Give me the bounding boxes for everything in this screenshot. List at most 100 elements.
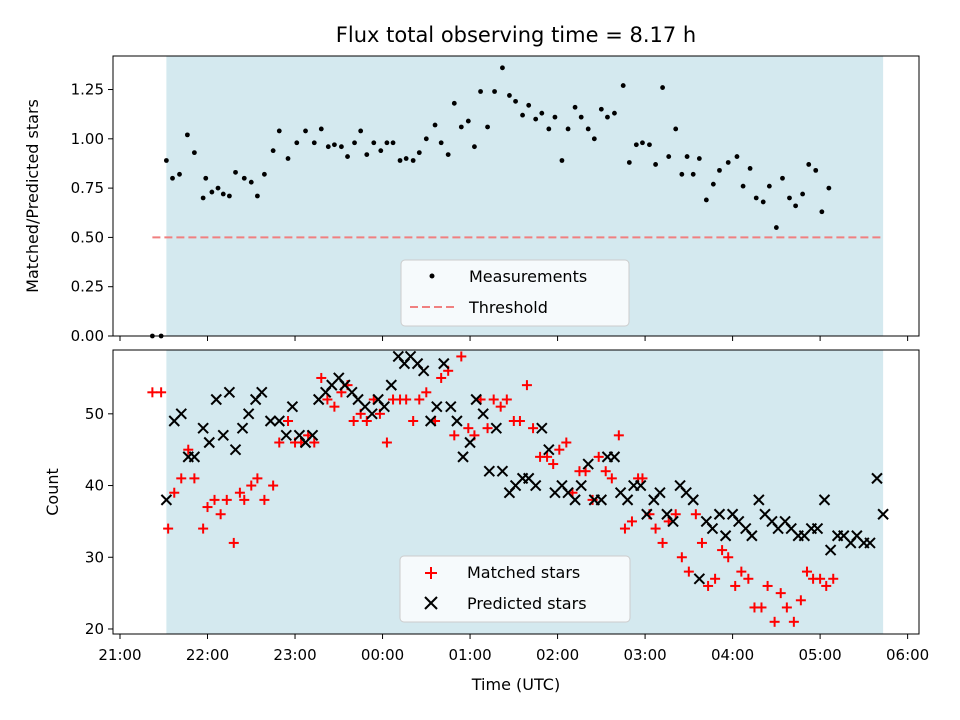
- bottom-legend-box: [399, 555, 631, 623]
- measurement-point: [620, 83, 626, 88]
- x-tick-label: 00:00: [361, 646, 404, 664]
- measurement-point: [209, 189, 215, 195]
- matched-star-point: [421, 387, 432, 398]
- predicted-star-point: [753, 494, 765, 506]
- matched-star-point: [613, 430, 624, 441]
- matched-star-point: [246, 480, 257, 491]
- matched-star-point: [488, 394, 499, 405]
- measurement-point: [261, 171, 267, 177]
- predicted-star-point: [273, 415, 285, 427]
- measurement-point: [806, 162, 812, 167]
- y-tick-label: 50: [85, 405, 104, 423]
- x-tick-label: 23:00: [273, 646, 316, 664]
- top-panel: 0.00 0.25 0.50 0.75 1.00 1.25 Matched/Predict…: [23, 55, 920, 345]
- measurement-point: [539, 110, 545, 116]
- predicted-star-point: [160, 494, 173, 506]
- predicted-star-point: [464, 436, 476, 449]
- matched-star-point: [274, 437, 285, 448]
- predicted-star-point: [864, 537, 876, 549]
- predicted-star-point: [203, 436, 215, 449]
- predicted-star-point: [431, 400, 443, 413]
- matched-star-point: [456, 351, 467, 362]
- top-legend: Measurements Threshold: [400, 259, 630, 327]
- predicted-star-point: [470, 393, 482, 406]
- matched-star-point: [717, 545, 728, 556]
- measurement-point: [233, 169, 238, 175]
- matched-star-point: [309, 437, 320, 448]
- measurement-point: [826, 185, 832, 191]
- measurement-point: [766, 183, 772, 189]
- x-tick-label: 06:00: [886, 646, 929, 664]
- predicted-star-point: [424, 415, 437, 427]
- matched-star-point: [463, 423, 474, 434]
- measurement-point: [416, 150, 422, 156]
- predicted-star-point: [242, 408, 255, 420]
- matched-star-point: [198, 523, 209, 534]
- x-tick-label: 05:00: [798, 646, 841, 664]
- y-tick-label: 30: [85, 548, 104, 566]
- predicted-star-point: [582, 458, 594, 470]
- predicted-star-point: [496, 465, 509, 477]
- matched-star-point: [736, 566, 747, 577]
- y-tick-label: 0.00: [71, 327, 104, 345]
- measurement-point: [585, 126, 591, 132]
- bottom-y-axis: 20 30 40 50: [85, 405, 113, 638]
- measurement-point: [565, 126, 571, 132]
- measurement-point: [696, 156, 702, 161]
- predicted-star-point: [746, 530, 758, 542]
- predicted-star-point: [706, 522, 719, 535]
- bottom-y-label: Count: [43, 468, 62, 516]
- measurement-point: [352, 140, 357, 146]
- chart-title: Flux total observing time = 8.17 h: [336, 23, 696, 47]
- measurement-point: [526, 102, 532, 108]
- matched-stars-legend-label: Matched stars: [467, 563, 580, 582]
- measurement-point: [717, 167, 722, 173]
- y-tick-label: 20: [85, 620, 104, 638]
- matched-star-point: [650, 523, 661, 534]
- measurement-point: [552, 114, 558, 120]
- matched-star-point: [801, 566, 812, 577]
- measurement-point: [734, 154, 740, 159]
- measurements-points: [149, 65, 832, 339]
- x-tick-label: 03:00: [623, 646, 666, 664]
- y-tick-label: 0.25: [71, 278, 104, 296]
- measurement-point: [819, 209, 825, 215]
- measurement-point: [725, 160, 731, 165]
- matched-star-point: [637, 473, 648, 484]
- predicted-star-point: [595, 494, 608, 506]
- y-tick-label: 0.50: [71, 228, 104, 246]
- measurement-point: [684, 154, 690, 159]
- matched-star-point: [482, 423, 493, 434]
- predicted-star-point: [621, 494, 634, 506]
- x-tick-label: 02:00: [536, 646, 579, 664]
- measurement-point: [458, 124, 464, 130]
- measurement-point: [345, 154, 350, 159]
- matched-star-point: [828, 573, 839, 584]
- measurement-point: [478, 89, 483, 94]
- matched-star-point: [554, 444, 565, 455]
- matched-star-point: [690, 509, 701, 520]
- measurement-point: [605, 114, 610, 120]
- measurement-point: [472, 144, 477, 150]
- measurement-point: [679, 171, 685, 177]
- x-tick-label: 04:00: [711, 646, 754, 664]
- measurement-point: [640, 140, 645, 146]
- matched-star-point: [147, 387, 158, 398]
- measurement-point: [653, 162, 658, 167]
- measurement-point: [465, 118, 471, 124]
- matched-star-point: [239, 494, 250, 505]
- predicted-stars-legend-label: Predicted stars: [467, 594, 587, 613]
- y-tick-label: 40: [85, 477, 104, 495]
- matched-star-point: [268, 480, 279, 491]
- predicted-star-point: [536, 422, 548, 434]
- measurement-point: [390, 140, 396, 146]
- matched-star-point: [209, 494, 220, 505]
- predicted-star-point: [217, 429, 229, 442]
- matched-star-point: [381, 437, 392, 448]
- predicted-star-point: [477, 408, 489, 420]
- x-axis-label: Time (UTC): [471, 675, 560, 694]
- measurement-point: [451, 100, 457, 106]
- measurement-point: [378, 148, 384, 154]
- measurement-point: [285, 156, 291, 161]
- matched-star-point: [252, 473, 263, 484]
